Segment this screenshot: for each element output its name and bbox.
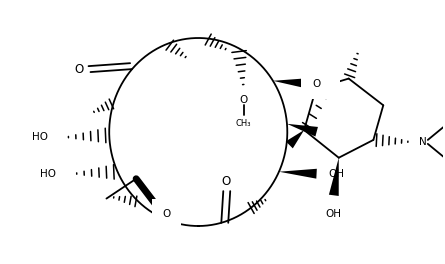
Text: OH: OH: [326, 209, 342, 219]
Polygon shape: [287, 124, 318, 136]
Text: O: O: [239, 95, 248, 105]
Text: OH: OH: [328, 169, 344, 179]
Polygon shape: [286, 130, 304, 148]
Polygon shape: [329, 158, 339, 196]
Text: O: O: [222, 175, 231, 188]
Text: CH₃: CH₃: [236, 119, 251, 128]
Text: HO: HO: [32, 132, 48, 142]
Polygon shape: [273, 78, 313, 90]
Text: O: O: [312, 78, 320, 88]
Text: O: O: [74, 63, 83, 76]
Text: HO: HO: [40, 169, 56, 179]
Text: O: O: [163, 209, 171, 219]
Text: O: O: [321, 79, 329, 89]
Polygon shape: [279, 169, 317, 179]
Text: N: N: [419, 137, 427, 147]
